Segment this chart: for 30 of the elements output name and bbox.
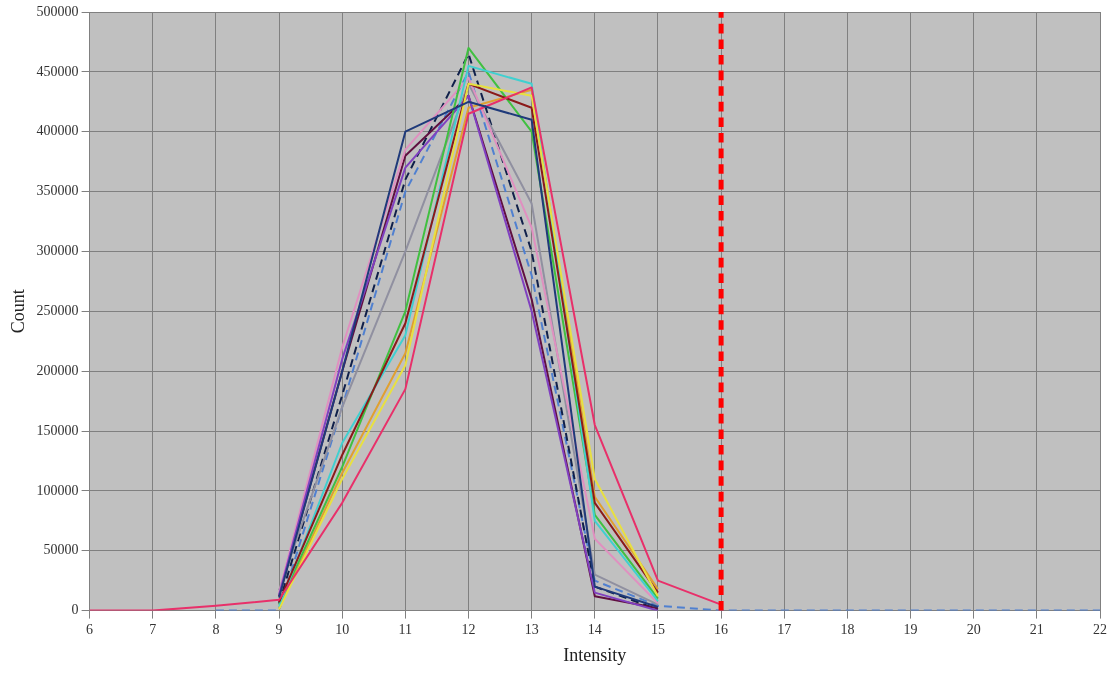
y-tick-label: 500000 [36, 3, 79, 19]
y-tick-label: 300000 [36, 243, 79, 259]
x-tick-label: 12 [461, 621, 476, 637]
x-tick-label: 9 [275, 621, 283, 637]
x-tick-label: 18 [840, 621, 855, 637]
x-tick-label: 13 [524, 621, 539, 637]
x-tick-label: 15 [650, 621, 665, 637]
y-tick-label: 50000 [43, 542, 79, 558]
y-tick-label: 0 [71, 602, 79, 618]
x-tick-label: 10 [335, 621, 350, 637]
x-tick-label: 6 [86, 621, 94, 637]
x-tick-label: 20 [966, 621, 981, 637]
y-tick-label: 200000 [36, 362, 79, 378]
x-tick-label: 19 [903, 621, 918, 637]
x-tick-label: 14 [587, 621, 602, 637]
y-axis-title: Count [7, 289, 28, 334]
x-tick-label: 22 [1093, 621, 1107, 637]
x-tick-label: 7 [149, 621, 157, 637]
y-tick-label: 400000 [36, 123, 79, 139]
y-tick-label: 450000 [36, 63, 79, 79]
y-tick-label: 250000 [36, 302, 79, 318]
x-tick-label: 21 [1029, 621, 1044, 637]
y-tick-label: 100000 [36, 482, 79, 498]
x-tick-label: 17 [777, 621, 792, 637]
x-tick-label: 8 [212, 621, 220, 637]
y-tick-label: 150000 [36, 422, 79, 438]
y-tick-label: 350000 [36, 183, 79, 199]
x-axis-title: Intensity [563, 644, 627, 665]
x-tick-label: 11 [398, 621, 413, 637]
x-tick-label: 16 [714, 621, 729, 637]
